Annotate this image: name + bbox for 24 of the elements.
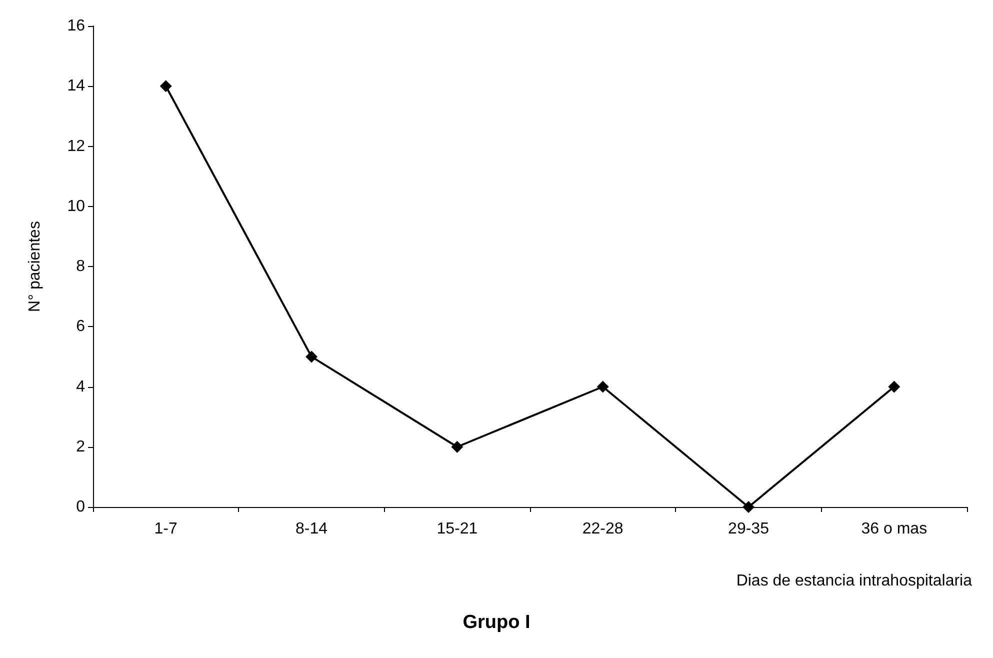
- point: [596, 380, 609, 393]
- x-axis-title: Dias de estancia intrahospitalaria: [736, 572, 972, 590]
- x-tick-label: 22-28: [582, 520, 624, 538]
- y-tick-label: 12: [67, 138, 86, 155]
- point: [160, 80, 172, 92]
- point: [888, 380, 900, 393]
- x-tick-label: 36 o mas: [861, 520, 928, 538]
- y-tick-label: 14: [67, 78, 86, 95]
- point: [742, 501, 754, 513]
- y-axis-title: N° pacientes: [26, 221, 44, 312]
- x-tick-label: 15-21: [436, 520, 478, 538]
- x-tick-label: 1-7: [154, 520, 178, 538]
- point: [451, 440, 464, 453]
- point: [306, 350, 318, 363]
- y-tick-label: 6: [76, 318, 86, 336]
- y-tick-label: 10: [67, 198, 86, 215]
- y-tick-label: 2: [76, 438, 86, 456]
- x-tick-label: 8-14: [295, 520, 328, 538]
- text: Grupo I: [462, 612, 530, 633]
- x-tick-label: 29-35: [728, 520, 770, 538]
- y-tick-label: 16: [67, 18, 86, 34]
- y-tick-label: 8: [76, 258, 86, 275]
- y-tick-label: 0: [76, 498, 86, 516]
- y-tick-label: 4: [76, 378, 86, 396]
